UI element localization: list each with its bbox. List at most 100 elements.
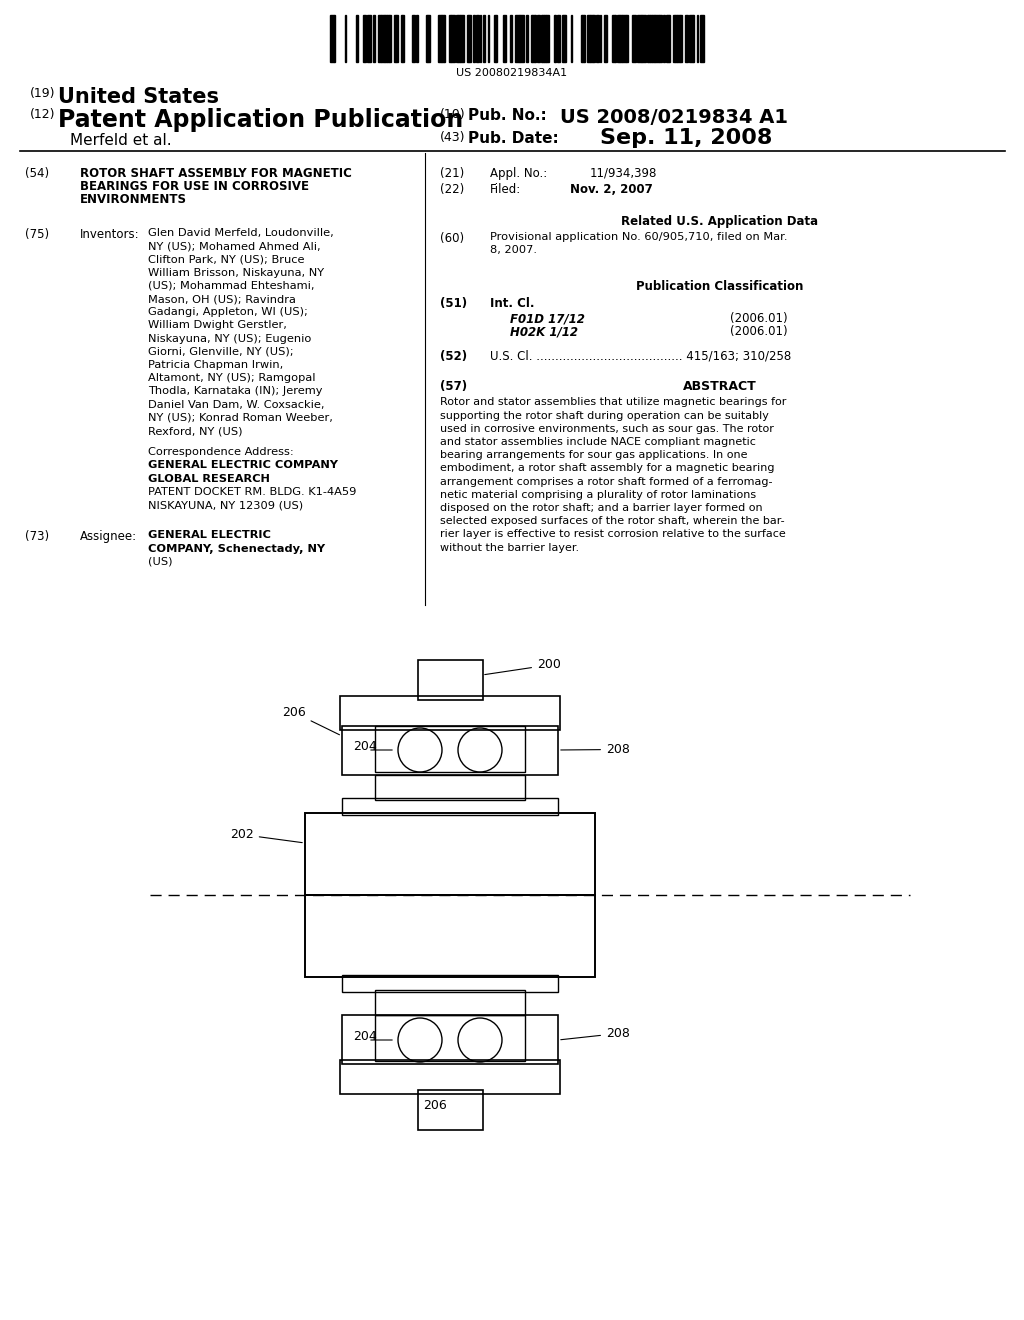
Text: Patent Application Publication: Patent Application Publication bbox=[58, 108, 463, 132]
Text: 202: 202 bbox=[230, 828, 302, 842]
Text: NISKAYUNA, NY 12309 (US): NISKAYUNA, NY 12309 (US) bbox=[148, 500, 303, 510]
Bar bbox=[375, 775, 525, 800]
Bar bbox=[442, 15, 444, 62]
Bar bbox=[342, 1015, 558, 1064]
Bar bbox=[617, 15, 618, 62]
Bar bbox=[587, 15, 590, 62]
Bar bbox=[680, 15, 682, 62]
Bar bbox=[476, 15, 479, 62]
Text: (2006.01): (2006.01) bbox=[730, 326, 787, 338]
Text: BEARINGS FOR USE IN CORROSIVE: BEARINGS FOR USE IN CORROSIVE bbox=[80, 181, 309, 193]
Bar bbox=[544, 15, 546, 62]
Text: NY (US); Mohamed Ahmed Ali,: NY (US); Mohamed Ahmed Ali, bbox=[148, 242, 321, 251]
Bar bbox=[622, 15, 626, 62]
Text: (73): (73) bbox=[25, 531, 49, 544]
Bar bbox=[510, 15, 512, 62]
Text: (21): (21) bbox=[440, 168, 464, 180]
Bar bbox=[375, 1015, 525, 1061]
Bar bbox=[375, 726, 525, 772]
Text: Filed:: Filed: bbox=[490, 183, 521, 197]
Text: ABSTRACT: ABSTRACT bbox=[683, 380, 757, 393]
Text: bearing arrangements for sour gas applications. In one: bearing arrangements for sour gas applic… bbox=[440, 450, 748, 461]
Text: ROTOR SHAFT ASSEMBLY FOR MAGNETIC: ROTOR SHAFT ASSEMBLY FOR MAGNETIC bbox=[80, 168, 352, 180]
Text: (22): (22) bbox=[440, 183, 464, 197]
Text: GLOBAL RESEARCH: GLOBAL RESEARCH bbox=[148, 474, 270, 483]
Bar bbox=[394, 15, 396, 62]
Text: 8, 2007.: 8, 2007. bbox=[490, 246, 537, 255]
Bar bbox=[648, 15, 650, 62]
Bar bbox=[537, 15, 540, 62]
Bar bbox=[451, 15, 455, 62]
Text: Daniel Van Dam, W. Coxsackie,: Daniel Van Dam, W. Coxsackie, bbox=[148, 400, 325, 409]
Bar bbox=[389, 15, 391, 62]
Bar bbox=[685, 15, 688, 62]
Text: US 2008/0219834 A1: US 2008/0219834 A1 bbox=[560, 108, 788, 127]
Bar bbox=[626, 15, 628, 62]
Bar bbox=[305, 895, 595, 977]
Text: (12): (12) bbox=[30, 108, 55, 121]
Text: (60): (60) bbox=[440, 232, 464, 246]
Bar bbox=[546, 15, 549, 62]
Bar bbox=[542, 15, 544, 62]
Text: Thodla, Karnataka (IN); Jeremy: Thodla, Karnataka (IN); Jeremy bbox=[148, 387, 323, 396]
Text: 204: 204 bbox=[353, 739, 377, 752]
Bar bbox=[473, 15, 475, 62]
Text: Nov. 2, 2007: Nov. 2, 2007 bbox=[570, 183, 652, 197]
Text: United States: United States bbox=[58, 87, 219, 107]
Bar bbox=[520, 15, 524, 62]
Text: Assignee:: Assignee: bbox=[80, 531, 137, 544]
Text: Provisional application No. 60/905,710, filed on Mar.: Provisional application No. 60/905,710, … bbox=[490, 232, 787, 242]
Bar bbox=[381, 15, 384, 62]
Bar bbox=[418, 660, 483, 700]
Text: 208: 208 bbox=[561, 1027, 630, 1040]
Text: PATENT DOCKET RM. BLDG. K1-4A59: PATENT DOCKET RM. BLDG. K1-4A59 bbox=[148, 487, 356, 496]
Bar bbox=[558, 15, 560, 62]
Bar bbox=[503, 15, 506, 62]
Text: 200: 200 bbox=[484, 659, 561, 675]
Text: selected exposed surfaces of the rotor shaft, wherein the bar-: selected exposed surfaces of the rotor s… bbox=[440, 516, 784, 527]
Bar bbox=[655, 15, 659, 62]
Text: GENERAL ELECTRIC: GENERAL ELECTRIC bbox=[148, 531, 271, 540]
Bar bbox=[356, 15, 358, 62]
Bar bbox=[342, 799, 558, 814]
Text: GENERAL ELECTRIC COMPANY: GENERAL ELECTRIC COMPANY bbox=[148, 461, 338, 470]
Text: Sep. 11, 2008: Sep. 11, 2008 bbox=[600, 128, 772, 148]
Text: (US): (US) bbox=[148, 557, 172, 566]
Text: (2006.01): (2006.01) bbox=[730, 313, 787, 325]
Text: (19): (19) bbox=[30, 87, 55, 100]
Text: Int. Cl.: Int. Cl. bbox=[490, 297, 535, 310]
Text: 208: 208 bbox=[561, 743, 630, 756]
Text: arrangement comprises a rotor shaft formed of a ferromag-: arrangement comprises a rotor shaft form… bbox=[440, 477, 772, 487]
Text: H02K 1/12: H02K 1/12 bbox=[510, 326, 578, 338]
Text: (57): (57) bbox=[440, 380, 467, 393]
Bar bbox=[494, 15, 496, 62]
Bar bbox=[367, 15, 371, 62]
Text: U.S. Cl. ....................................... 415/163; 310/258: U.S. Cl. ...............................… bbox=[490, 350, 792, 363]
Text: supporting the rotor shaft during operation can be suitably: supporting the rotor shaft during operat… bbox=[440, 411, 769, 421]
Bar bbox=[460, 15, 464, 62]
Bar bbox=[416, 15, 418, 62]
Bar bbox=[340, 696, 560, 730]
Bar bbox=[396, 15, 398, 62]
Bar bbox=[373, 15, 375, 62]
Text: Merfeld et al.: Merfeld et al. bbox=[70, 133, 172, 148]
Text: 11/934,398: 11/934,398 bbox=[590, 168, 657, 180]
Bar bbox=[305, 813, 595, 895]
Bar bbox=[378, 15, 381, 62]
Text: Appl. No.:: Appl. No.: bbox=[490, 168, 547, 180]
Text: F01D 17/12: F01D 17/12 bbox=[510, 313, 585, 325]
Text: William Brisson, Niskayuna, NY: William Brisson, Niskayuna, NY bbox=[148, 268, 325, 277]
Bar bbox=[632, 15, 636, 62]
Bar bbox=[340, 1060, 560, 1094]
Bar bbox=[677, 15, 680, 62]
Bar bbox=[483, 15, 485, 62]
Text: Mason, OH (US); Ravindra: Mason, OH (US); Ravindra bbox=[148, 294, 296, 304]
Bar bbox=[469, 15, 471, 62]
Bar bbox=[612, 15, 615, 62]
Text: Pub. No.:: Pub. No.: bbox=[468, 108, 547, 123]
Bar bbox=[604, 15, 607, 62]
Bar bbox=[385, 15, 387, 62]
Bar bbox=[362, 15, 366, 62]
Bar bbox=[438, 15, 441, 62]
Bar bbox=[650, 15, 652, 62]
